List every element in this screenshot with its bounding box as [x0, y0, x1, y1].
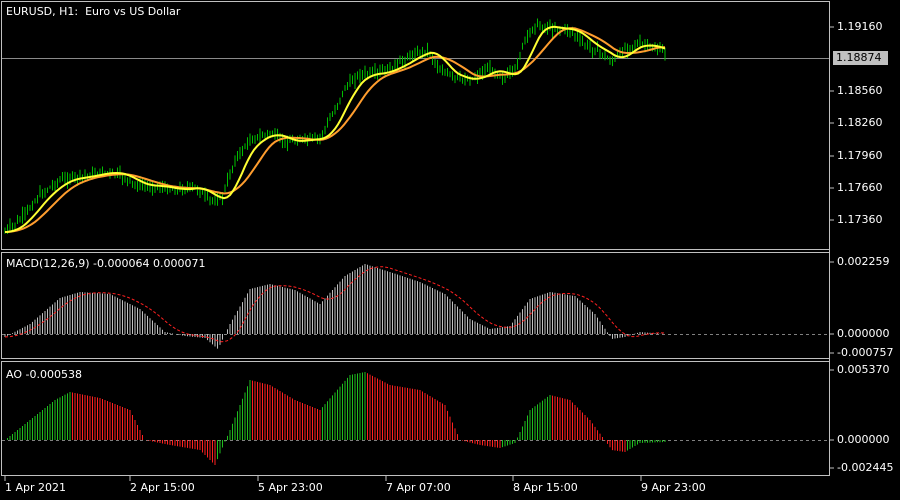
ao-histogram	[7, 372, 666, 465]
ma-fast-line	[4, 25, 666, 233]
macd-signal-line	[4, 266, 666, 343]
macd-axis-label: 0.002259	[837, 255, 890, 268]
macd-axis-label: 0.000000	[837, 327, 890, 340]
price-axis-label: 1.17960	[837, 149, 883, 162]
price-axis-label: 1.18560	[837, 84, 883, 97]
current-price-badge: 1.18874	[833, 51, 888, 65]
ao-axis-label: 0.005370	[837, 363, 890, 376]
price-panel-title: EURUSD, H1: Euro vs US Dollar	[6, 5, 181, 18]
candles	[4, 18, 666, 235]
price-panel-frame	[1, 1, 830, 250]
ma-slow-line	[4, 27, 665, 233]
time-axis-label: 2 Apr 15:00	[130, 481, 195, 494]
time-axis-label: 5 Apr 23:00	[258, 481, 323, 494]
price-axis-label: 1.17660	[837, 181, 883, 194]
macd-panel-title: MACD(12,26,9) -0.000064 0.000071	[6, 257, 206, 270]
ao-axis-label: 0.000000	[837, 433, 890, 446]
macd-axis-label: -0.000757	[837, 346, 894, 359]
ao-axis-label: -0.002445	[837, 461, 894, 474]
time-axis-label: 9 Apr 23:00	[641, 481, 706, 494]
time-axis-label: 7 Apr 07:00	[386, 481, 451, 494]
price-axis-label: 1.18260	[837, 116, 883, 129]
time-axis-label: 1 Apr 2021	[5, 481, 67, 494]
ao-panel-title: AO -0.000538	[6, 368, 82, 381]
time-axis-label: 8 Apr 15:00	[513, 481, 578, 494]
macd-histogram	[4, 264, 663, 349]
price-axis-label: 1.17360	[837, 213, 883, 226]
price-axis-label: 1.19160	[837, 20, 883, 33]
